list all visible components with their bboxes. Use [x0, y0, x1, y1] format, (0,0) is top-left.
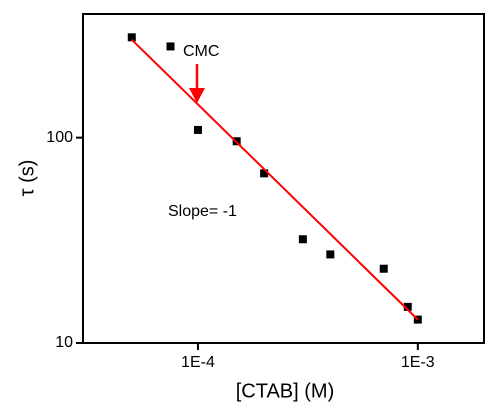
data-point	[326, 250, 335, 259]
arrow-head	[189, 88, 205, 103]
fit-line	[131, 38, 419, 321]
y-tick-label: 100	[46, 129, 73, 146]
y-tick-label: 10	[55, 334, 73, 351]
annotation: Slope= -1	[168, 203, 237, 220]
data-point	[127, 33, 136, 42]
data-point	[403, 302, 412, 311]
data-point	[260, 169, 269, 178]
plot-frame	[82, 13, 485, 344]
x-tick-label: 1E-4	[181, 354, 215, 371]
annotation: CMC	[183, 43, 219, 60]
x-tick-label: 1E-3	[401, 354, 435, 371]
data-point	[166, 42, 175, 51]
data-point	[379, 264, 388, 273]
x-axis-label: [CTAB] (M)	[236, 380, 335, 402]
data-point	[298, 235, 307, 244]
y-axis-label: τ (s)	[16, 160, 38, 197]
data-point	[193, 125, 202, 134]
